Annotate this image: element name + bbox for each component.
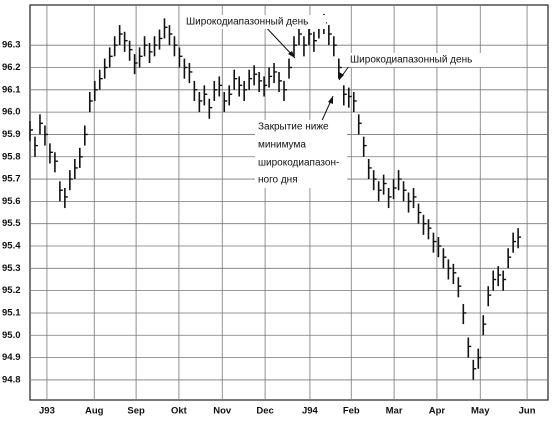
y-tick-label: 96.0 — [2, 107, 21, 118]
x-tick-label: Dec — [256, 406, 273, 417]
x-tick-label: Apr — [429, 406, 446, 417]
annotation: Широкодиапазонный день — [186, 17, 308, 28]
x-tick-label: Aug — [85, 406, 104, 417]
y-tick-label: 94.8 — [2, 374, 21, 385]
y-tick-label: 94.9 — [2, 352, 21, 363]
annotation: Широкодиапазонный день — [350, 55, 472, 66]
x-tick-label: Sep — [127, 406, 145, 417]
arrowhead — [328, 96, 333, 104]
y-tick-label: 96.1 — [2, 84, 21, 95]
x-tick-label: May — [471, 406, 490, 417]
y-tick-label: 96.2 — [2, 62, 21, 73]
label-bg — [183, 15, 326, 29]
x-tick-label: Jun — [519, 406, 536, 417]
y-tick-label: 95.0 — [2, 330, 21, 341]
y-tick-label: 95.8 — [2, 151, 21, 162]
y-tick-label: 95.5 — [2, 218, 21, 229]
annotation: Закрытие ниже — [258, 122, 329, 133]
y-tick-label: 95.1 — [2, 307, 21, 318]
x-tick-label: Nov — [213, 406, 232, 417]
x-tick-label: J93 — [39, 406, 55, 417]
y-tick-label: 96.3 — [2, 40, 21, 51]
x-tick-label: Feb — [343, 406, 360, 417]
y-tick-label: 95.7 — [2, 174, 21, 185]
y-tick-label: 95.3 — [2, 263, 21, 274]
y-tick-label: 95.6 — [2, 196, 21, 207]
annotation: минимума — [258, 140, 306, 151]
y-tick-label: 95.4 — [2, 241, 21, 252]
plot-frame — [29, 4, 549, 401]
annotation: широкодиапазон- — [258, 158, 339, 169]
annotation: ного дня — [258, 175, 298, 186]
arrowhead — [288, 51, 295, 58]
x-tick-label: Okt — [171, 406, 188, 417]
x-tick-label: J94 — [302, 406, 319, 417]
y-tick-label: 95.9 — [2, 129, 21, 140]
x-tick-label: Mar — [386, 406, 403, 417]
y-tick-label: 95.2 — [2, 285, 21, 296]
arrowhead — [339, 72, 344, 80]
label-bg — [347, 53, 490, 67]
label-bg — [255, 120, 347, 188]
